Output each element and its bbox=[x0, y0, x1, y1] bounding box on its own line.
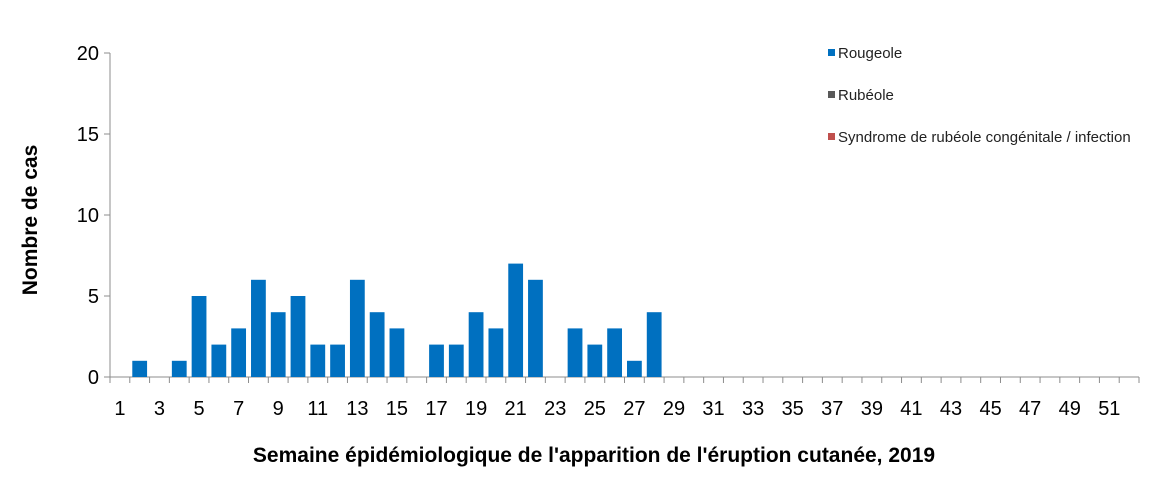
legend-swatch bbox=[828, 49, 835, 56]
x-tick-label: 29 bbox=[663, 398, 685, 420]
bar bbox=[389, 328, 405, 377]
x-tick-label: 17 bbox=[425, 398, 447, 420]
x-tick-label: 1 bbox=[114, 398, 125, 420]
legend-label: Syndrome de rubéole congénitale / infect… bbox=[838, 129, 1131, 146]
x-tick-label: 25 bbox=[584, 398, 606, 420]
bar bbox=[349, 279, 365, 377]
x-tick-label: 37 bbox=[821, 398, 843, 420]
x-tick-label: 5 bbox=[193, 398, 204, 420]
legend-swatch bbox=[828, 133, 835, 140]
bars bbox=[132, 263, 662, 377]
bar bbox=[231, 328, 247, 377]
bar bbox=[270, 312, 286, 377]
bar bbox=[310, 344, 326, 377]
bar bbox=[171, 360, 187, 377]
bar bbox=[528, 279, 543, 377]
x-tick-label: 23 bbox=[544, 398, 566, 420]
x-tick-label: 51 bbox=[1098, 398, 1120, 420]
x-axis-title: Semaine épidémiologique de l'apparition … bbox=[253, 444, 935, 467]
y-tick-label: 10 bbox=[77, 205, 99, 227]
x-tick-label: 11 bbox=[307, 398, 328, 420]
bar bbox=[251, 279, 266, 377]
bar bbox=[508, 263, 524, 377]
x-tick-label: 19 bbox=[465, 398, 487, 420]
bar bbox=[627, 360, 642, 377]
bar bbox=[369, 312, 385, 377]
y-tick-label: 20 bbox=[77, 43, 99, 65]
y-tick-label: 0 bbox=[88, 367, 99, 389]
x-tick-label: 35 bbox=[782, 398, 804, 420]
bar bbox=[646, 312, 662, 377]
legend-label: Rubéole bbox=[838, 87, 894, 104]
x-tick-label: 47 bbox=[1019, 398, 1041, 420]
x-tick-label: 9 bbox=[273, 398, 284, 420]
bar bbox=[567, 328, 583, 377]
bar bbox=[587, 344, 603, 377]
bar bbox=[468, 312, 484, 377]
bar bbox=[429, 344, 444, 377]
x-tick-label: 49 bbox=[1059, 398, 1081, 420]
x-tick-label: 3 bbox=[154, 398, 165, 420]
x-tick-label: 13 bbox=[346, 398, 368, 420]
x-tick-label: 7 bbox=[233, 398, 244, 420]
bar bbox=[488, 328, 504, 377]
x-tick-label: 27 bbox=[623, 398, 645, 420]
y-tick-label: 5 bbox=[88, 286, 99, 308]
x-tick-label: 39 bbox=[861, 398, 883, 420]
bar bbox=[132, 360, 148, 377]
legend-swatch bbox=[828, 91, 835, 98]
y-tick-label: 15 bbox=[77, 124, 99, 146]
legend-label: Rougeole bbox=[838, 45, 902, 62]
x-tick-label: 41 bbox=[900, 398, 922, 420]
x-tick-label: 31 bbox=[702, 398, 724, 420]
bar bbox=[211, 344, 227, 377]
bar bbox=[607, 328, 622, 377]
bar bbox=[290, 296, 306, 377]
legend: Rougeole Rubéole Syndrome de rubéole congé… bbox=[828, 45, 1131, 146]
x-tick-label: 43 bbox=[940, 398, 962, 420]
bar bbox=[191, 296, 207, 377]
y-axis-title: Nombre de cas bbox=[19, 145, 42, 296]
bar bbox=[448, 344, 464, 377]
x-tick-label: 45 bbox=[979, 398, 1001, 420]
x-tick-label: 33 bbox=[742, 398, 764, 420]
x-tick-label: 21 bbox=[505, 398, 527, 420]
bar bbox=[330, 344, 345, 377]
x-tick-label: 15 bbox=[386, 398, 408, 420]
